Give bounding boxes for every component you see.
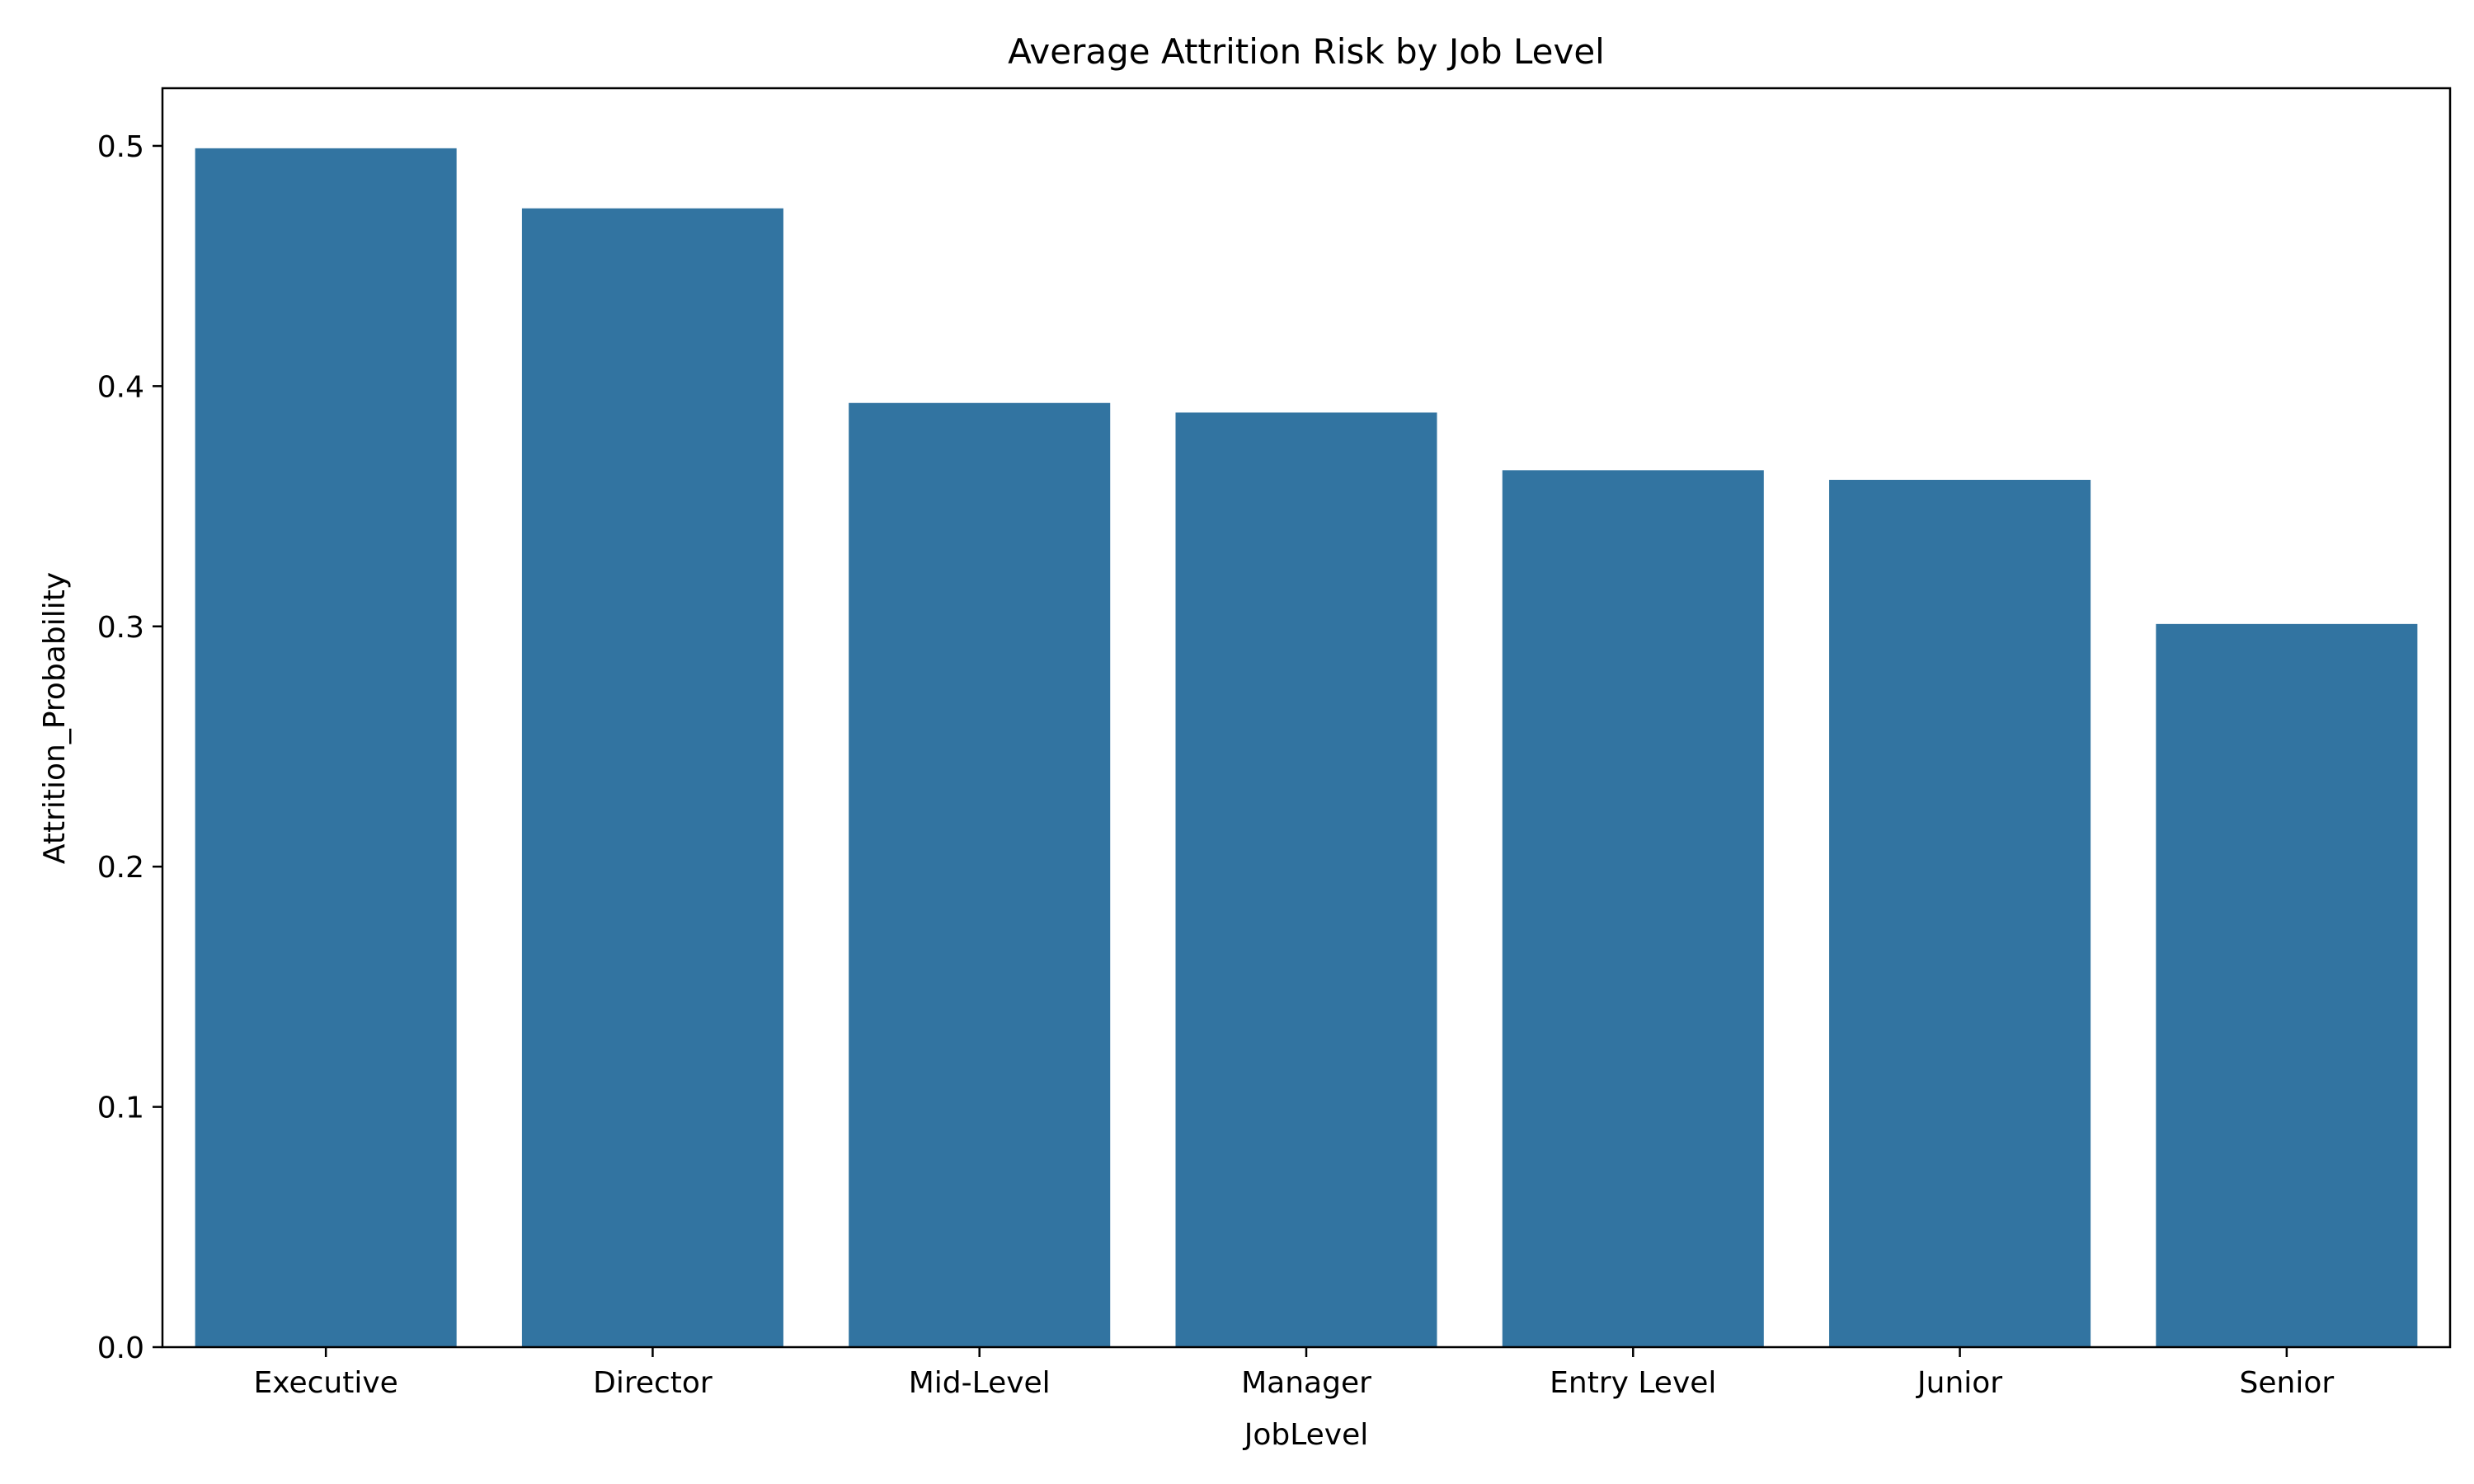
x-tick-label: Director: [593, 1366, 713, 1400]
y-tick-label: 0.4: [97, 370, 144, 404]
bar-mid-level: [849, 402, 1111, 1347]
x-tick-label: Junior: [1916, 1366, 2002, 1400]
bars-group: [195, 148, 2418, 1348]
chart-title: Average Attrition Risk by Job Level: [1008, 31, 1605, 72]
y-tick-label: 0.5: [97, 130, 144, 164]
y-tick-label: 0.0: [97, 1331, 144, 1365]
bar-senior: [2156, 623, 2418, 1347]
bar-executive: [195, 148, 457, 1348]
y-axis-ticks: 0.0 0.1 0.2 0.3 0.4 0.5: [97, 130, 162, 1365]
bar-manager: [1175, 412, 1437, 1347]
x-tick-label: Executive: [254, 1366, 398, 1400]
y-tick-label: 0.2: [97, 851, 144, 885]
y-tick-label: 0.1: [97, 1092, 144, 1125]
plot-frame: [161, 87, 2452, 1349]
x-axis-ticks: Executive Director Mid-Level Manager Entry L…: [254, 1347, 2335, 1400]
bar-director: [521, 208, 783, 1348]
bar-entry-level: [1502, 470, 1764, 1347]
bar-junior: [1829, 480, 2091, 1347]
x-tick-label: Senior: [2240, 1366, 2335, 1400]
x-tick-label: Entry Level: [1550, 1366, 1716, 1400]
y-tick-label: 0.3: [97, 611, 144, 645]
x-axis-label: JobLevel: [1243, 1418, 1369, 1452]
y-axis-label: Attrition_Probability: [38, 572, 72, 864]
x-tick-label: Mid-Level: [909, 1366, 1051, 1400]
x-tick-label: Manager: [1241, 1366, 1371, 1400]
